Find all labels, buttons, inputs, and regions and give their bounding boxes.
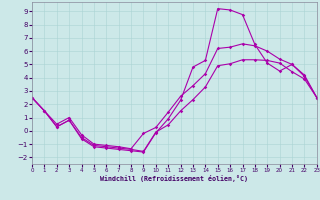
X-axis label: Windchill (Refroidissement éolien,°C): Windchill (Refroidissement éolien,°C) bbox=[100, 175, 248, 182]
